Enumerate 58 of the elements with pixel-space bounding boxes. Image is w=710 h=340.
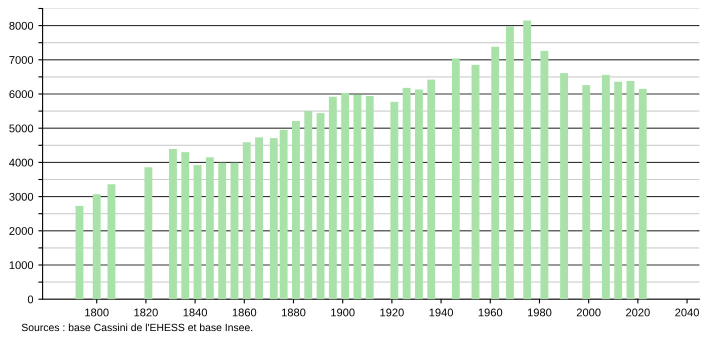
bar <box>354 94 362 300</box>
bar <box>181 152 190 300</box>
y-tick-label: 7000 <box>9 56 34 64</box>
bar <box>491 46 500 300</box>
y-tick-label: 6000 <box>9 90 34 98</box>
bar <box>230 162 238 300</box>
x-tick-label: 1860 <box>232 308 256 316</box>
bar <box>472 64 480 300</box>
bar <box>328 96 337 300</box>
y-tick-label: 8000 <box>9 22 34 30</box>
bar <box>108 184 116 300</box>
x-tick-label: 1880 <box>282 308 306 316</box>
y-tick-label: 5000 <box>9 124 34 132</box>
bar <box>304 111 312 300</box>
bar <box>560 73 568 300</box>
bar <box>602 74 610 300</box>
x-tick-label: 1840 <box>184 308 208 316</box>
bar <box>540 50 548 300</box>
bar <box>255 137 263 300</box>
x-tick-label: 1900 <box>331 308 355 316</box>
x-tick-label: 2020 <box>626 308 650 316</box>
y-tick-label: 1000 <box>10 261 34 270</box>
bar <box>427 80 436 300</box>
y-tick-label: 3000 <box>9 192 34 201</box>
x-tick-label: 2000 <box>576 308 601 316</box>
bar <box>402 88 411 300</box>
x-tick-label: 1820 <box>134 308 158 316</box>
x-tick-label: 1920 <box>380 308 404 316</box>
x-tick-label: 1940 <box>430 308 454 316</box>
bar <box>523 20 532 300</box>
bar <box>242 142 251 300</box>
x-tick-label: 2040 <box>675 308 699 316</box>
x-tick-label: 1980 <box>528 308 552 316</box>
x-tick-label: 1800 <box>85 308 109 316</box>
bar <box>169 149 177 300</box>
bar <box>292 121 300 300</box>
source-note: Sources : base Cassini de l'EHESS et base Insee. <box>22 323 252 332</box>
bar <box>316 113 324 300</box>
bar <box>206 157 214 300</box>
y-tick-label: 4000 <box>9 158 34 167</box>
bar <box>415 90 423 300</box>
bar <box>614 82 622 300</box>
bar <box>194 165 202 300</box>
bar <box>582 85 590 300</box>
bar <box>452 58 460 300</box>
bar <box>390 102 398 300</box>
bar <box>638 88 647 300</box>
bar <box>341 92 350 300</box>
y-tick-label: 2000 <box>9 227 34 235</box>
bar <box>218 162 226 300</box>
bar <box>76 206 84 300</box>
bar <box>92 194 101 300</box>
bar <box>144 167 152 300</box>
bar <box>366 96 374 300</box>
x-tick-label: 1960 <box>478 308 502 316</box>
y-tick-label: 0 <box>28 295 34 304</box>
bar <box>626 81 634 300</box>
bar <box>506 26 514 300</box>
